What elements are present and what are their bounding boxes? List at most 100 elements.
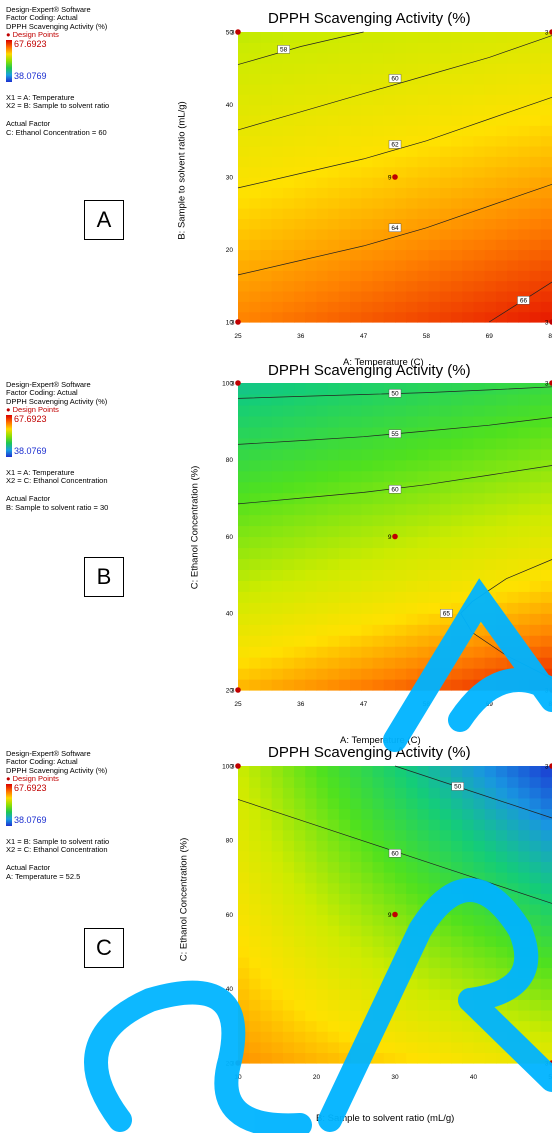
- design-points-label: Design Points: [12, 774, 59, 784]
- legend-low-value: 38.0769: [14, 70, 47, 81]
- contour-label-66: 66: [520, 298, 528, 305]
- design-point: [235, 380, 241, 386]
- info-panel-a: Design-Expert® Software Factor Coding: A…: [6, 5, 166, 137]
- x-tick-label: 25: [234, 701, 242, 708]
- contour-label-box: [451, 782, 465, 791]
- design-point-count: 3: [231, 687, 235, 694]
- info-panel-b: Design-Expert® Software Factor Coding: A…: [6, 380, 166, 512]
- coding-label: Factor Coding: Actual: [6, 757, 78, 767]
- y-axis-label: C: Ethanol Concentration (%): [178, 837, 190, 962]
- x1-factor: X1 = A: Temperature: [6, 467, 75, 477]
- x-tick-label: 30: [391, 1074, 399, 1081]
- x1-factor: X1 = B: Sample to solvent ratio: [6, 836, 110, 846]
- y-tick-label: 40: [226, 611, 234, 618]
- response-label: DPPH Scavenging Activity (%): [6, 765, 108, 775]
- contour-label-box: [388, 140, 402, 149]
- software-label: Design-Expert® Software: [6, 749, 91, 758]
- actual-factor-title: Actual Factor: [6, 119, 51, 129]
- design-point: [235, 29, 241, 35]
- color-legend: 67.6923 38.0769: [6, 38, 166, 84]
- design-point: [392, 174, 398, 180]
- color-scale-bar: [6, 783, 12, 826]
- actual-factor-title: Actual Factor: [6, 863, 51, 873]
- design-point: [235, 1060, 241, 1066]
- y-tick-label: 20: [226, 247, 234, 254]
- x2-factor: X2 = C: Ethanol Concentration: [6, 476, 108, 486]
- x-tick-label: 58: [423, 333, 431, 340]
- design-point: [549, 319, 552, 325]
- y-tick-label: 20: [226, 687, 234, 694]
- software-label: Design-Expert® Software: [6, 5, 91, 14]
- design-point: [392, 533, 398, 540]
- actual-factor: B: Sample to solvent ratio = 30: [6, 502, 109, 512]
- y-tick-label: 100: [222, 763, 233, 770]
- design-point: [549, 763, 552, 769]
- x-tick-label: 80: [548, 333, 552, 340]
- panel-letter-a: A: [84, 200, 124, 240]
- response-label: DPPH Scavenging Activity (%): [6, 21, 108, 31]
- x-tick-label: 47: [360, 701, 368, 708]
- contour-line-60: [237, 35, 552, 131]
- contour-label-box: [277, 45, 290, 54]
- info-panel-c: Design-Expert® Software Factor Coding: A…: [6, 749, 166, 881]
- design-points-legend: ● Design Points: [6, 774, 59, 784]
- y-tick-label: 10: [226, 319, 234, 326]
- x-axis-label: A: Temperature (C): [340, 735, 421, 746]
- design-point: [235, 687, 241, 693]
- x-tick-label: 69: [486, 701, 494, 708]
- actual-factor: C: Ethanol Concentration = 60: [6, 127, 107, 137]
- contour-line-64: [237, 183, 552, 276]
- y-tick-label: 80: [226, 838, 234, 845]
- x-tick-label: 20: [313, 1074, 321, 1081]
- design-point: [549, 29, 552, 35]
- design-point-count: 3: [545, 319, 549, 326]
- x2-factor: X2 = C: Ethanol Concentration: [6, 845, 108, 855]
- contour-line-50: [394, 765, 552, 819]
- design-points-legend: ● Design Points: [6, 30, 59, 40]
- x-tick-label: 36: [297, 701, 305, 708]
- contour-label-62: 62: [391, 142, 399, 149]
- design-point: [235, 763, 241, 769]
- design-point-count: 3: [231, 29, 235, 36]
- design-point-count: 3: [545, 1060, 549, 1067]
- panel-letter-c: C: [84, 928, 124, 968]
- y-tick-label: 30: [226, 174, 234, 181]
- contour-label-box: [388, 849, 402, 858]
- design-point-count: 3: [231, 380, 235, 387]
- x2-factor: X2 = B: Sample to solvent ratio: [6, 101, 110, 111]
- design-point-count: 9: [388, 912, 392, 919]
- design-points-label: Design Points: [12, 405, 59, 415]
- color-field: [238, 32, 552, 323]
- contour-label-60: 60: [391, 487, 399, 494]
- contour-plot: 506033933102030405020406080100: [222, 763, 552, 1081]
- x-tick-label: 36: [297, 333, 305, 340]
- design-point: [235, 319, 241, 325]
- design-point-count: 3: [545, 763, 549, 770]
- y-tick-label: 60: [226, 534, 234, 541]
- contour-label-box: [388, 74, 402, 83]
- x-tick-label: 47: [360, 333, 368, 340]
- coding-label: Factor Coding: Actual: [6, 388, 78, 398]
- chart-title: DPPH Scavenging Activity (%): [268, 10, 471, 27]
- design-point-count: 9: [388, 534, 392, 541]
- design-point-count: 3: [545, 380, 549, 387]
- legend-high-value: 67.6923: [14, 38, 47, 49]
- contour-label-58: 58: [280, 47, 288, 54]
- design-point: [549, 380, 552, 386]
- design-point-count: 9: [388, 174, 392, 181]
- contour-label-65: 65: [443, 611, 451, 618]
- chart-title: DPPH Scavenging Activity (%): [268, 744, 471, 761]
- contour-label-55: 55: [391, 431, 399, 438]
- panel-a: Design-Expert® Software Factor Coding: A…: [0, 0, 552, 370]
- x1-factor: X1 = A: Temperature: [6, 92, 75, 102]
- coding-label: Factor Coding: Actual: [6, 13, 78, 23]
- design-point-count: 3: [231, 763, 235, 770]
- y-tick-label: 20: [226, 1060, 234, 1067]
- contour-plot: 58 60 62 64 66 3 3 9 3 3 25 36 47 58 69 80 10 20 30 40 50: [226, 29, 552, 340]
- x-tick-label: 58: [423, 701, 431, 708]
- y-tick-label: 50: [226, 29, 234, 36]
- actual-factor-title: Actual Factor: [6, 494, 51, 504]
- x-tick-label: 25: [234, 333, 242, 340]
- panel-c: Design-Expert® Software Factor Coding: A…: [0, 744, 552, 1124]
- design-point-count: 3: [545, 687, 549, 694]
